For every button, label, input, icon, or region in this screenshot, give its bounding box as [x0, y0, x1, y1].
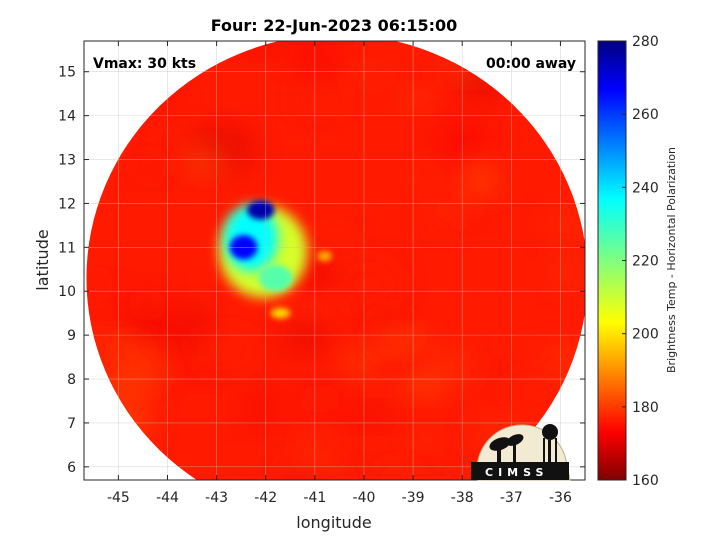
y-tick-label: 9	[67, 328, 76, 344]
convection-feature	[317, 250, 333, 262]
x-axis-label: longitude	[296, 513, 371, 532]
convection-feature	[258, 264, 293, 292]
swath-texture-blob	[125, 288, 169, 323]
swath-texture-blob	[507, 373, 564, 412]
x-tick-label: -41	[303, 490, 326, 506]
x-tick-label: -43	[205, 490, 228, 506]
swath-texture-blob	[348, 407, 395, 427]
swath-texture-blob	[293, 384, 345, 415]
y-tick-label: 11	[58, 240, 76, 256]
swath-texture-blob	[192, 331, 258, 368]
swath-texture-blob	[280, 470, 334, 480]
convection-feature	[270, 307, 291, 319]
x-axis-ticks: -45 -44 -43 -42 -41 -40 -39 -38 -37 -36	[107, 41, 572, 506]
logo-text: CIMSS	[485, 466, 548, 479]
x-tick-label: -37	[500, 490, 523, 506]
y-tick-label: 10	[58, 284, 76, 300]
swath-texture-blob	[340, 347, 381, 375]
grid-lines	[84, 41, 585, 480]
convection-feature	[247, 200, 275, 220]
x-tick-label: -40	[353, 490, 376, 506]
vmax-annotation: Vmax: 30 kts	[93, 56, 196, 72]
colorbar-tick-label: 260	[632, 107, 659, 123]
colorbar-tick-label: 200	[632, 327, 659, 343]
x-tick-label: -42	[254, 490, 277, 506]
colorbar-tick-label: 240	[632, 180, 659, 196]
colorbar-tick-label: 180	[632, 400, 659, 416]
swath-texture-blob	[334, 260, 400, 308]
cimss-logo: CIMSS	[471, 424, 571, 481]
chart-title: Four: 22-Jun-2023 06:15:00	[211, 16, 458, 35]
y-tick-label: 12	[58, 196, 76, 212]
colorbar-label: Brightness Temp - Horizontal Polarizatio…	[665, 147, 678, 373]
y-axis-ticks: 6 7 8 9 10 11 12 13 14 15	[58, 65, 585, 476]
axes-frame	[83, 40, 586, 481]
swath-texture-blob	[177, 146, 229, 176]
colorbar	[597, 40, 627, 481]
swath-texture-blob	[186, 369, 218, 386]
swath-texture-blob	[283, 323, 331, 353]
colorbar-tick-label: 220	[632, 254, 659, 270]
y-tick-label: 15	[58, 65, 76, 81]
swath-texture-blob	[431, 120, 494, 160]
y-tick-label: 7	[67, 416, 76, 432]
swath-texture-blob	[401, 89, 433, 107]
convection-features	[219, 200, 333, 319]
swath-texture-blob	[413, 163, 443, 191]
y-axis-label: latitude	[33, 229, 52, 290]
y-tick-label: 6	[67, 460, 76, 476]
swath-texture-blob	[242, 390, 277, 427]
time-away-annotation: 00:00 away	[486, 56, 576, 72]
swath-texture-blob	[346, 67, 398, 86]
swath-texture-blob	[518, 340, 545, 368]
swath-texture-blob	[406, 431, 445, 448]
swath-texture-blob	[551, 252, 584, 290]
x-tick-label: -38	[451, 490, 474, 506]
swath-texture-blob	[377, 330, 428, 352]
y-tick-label: 14	[58, 109, 76, 125]
colorbar-tick-label: 280	[632, 34, 659, 50]
swath-texture-blob	[463, 168, 492, 200]
swath-texture-blob	[126, 154, 175, 180]
swath-texture-blob	[427, 349, 472, 383]
swath-texture-blob	[300, 429, 336, 462]
swath-texture-blob	[295, 88, 339, 112]
colorbar-tick-label: 160	[632, 473, 659, 489]
x-tick-label: -36	[549, 490, 572, 506]
x-tick-label: -44	[156, 490, 179, 506]
swath-texture-blob	[293, 41, 340, 70]
y-tick-label: 13	[58, 153, 76, 169]
x-tick-label: -45	[107, 490, 130, 506]
swath-texture-blob	[140, 500, 201, 540]
swath-texture-blob	[431, 188, 460, 233]
x-tick-label: -39	[402, 490, 425, 506]
swath-texture-blob	[283, 297, 341, 318]
y-tick-label: 8	[67, 372, 76, 388]
colorbar-ticks: 160 180 200 220 240 260 280	[622, 34, 659, 489]
swath-texture-blob	[124, 340, 162, 383]
